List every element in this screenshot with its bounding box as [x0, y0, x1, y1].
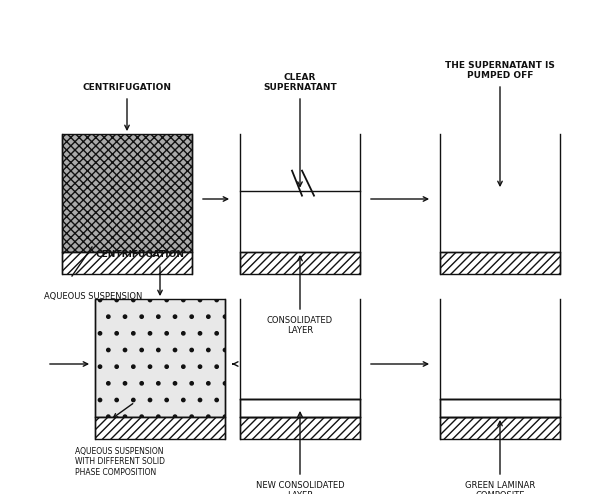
- Text: AQUEOUS SUSPENSION
WITH DIFFERENT SOLID
PHASE COMPOSITION: AQUEOUS SUSPENSION WITH DIFFERENT SOLID …: [75, 447, 165, 477]
- Text: CONSOLIDATED
LAYER: CONSOLIDATED LAYER: [267, 316, 333, 335]
- Bar: [440, 417, 560, 439]
- Text: CLEAR
SUPERNATANT: CLEAR SUPERNATANT: [263, 73, 337, 92]
- Text: CENTRIFUGATION: CENTRIFUGATION: [95, 250, 185, 259]
- Bar: [440, 252, 560, 274]
- Bar: [440, 399, 560, 417]
- Bar: [95, 417, 225, 439]
- Text: THE SUPERNATANT IS
PUMPED OFF: THE SUPERNATANT IS PUMPED OFF: [445, 61, 555, 80]
- Bar: [95, 299, 225, 417]
- Bar: [62, 134, 192, 252]
- Bar: [240, 252, 360, 274]
- Bar: [240, 417, 360, 439]
- Text: AQUEOUS SUSPENSION: AQUEOUS SUSPENSION: [44, 292, 143, 301]
- Text: NEW CONSOLIDATED
LAYER: NEW CONSOLIDATED LAYER: [256, 481, 344, 494]
- Text: GREEN LAMINAR
COMPOSITE: GREEN LAMINAR COMPOSITE: [465, 481, 535, 494]
- Bar: [240, 399, 360, 417]
- Bar: [62, 252, 192, 274]
- Text: CENTRIFUGATION: CENTRIFUGATION: [83, 83, 172, 92]
